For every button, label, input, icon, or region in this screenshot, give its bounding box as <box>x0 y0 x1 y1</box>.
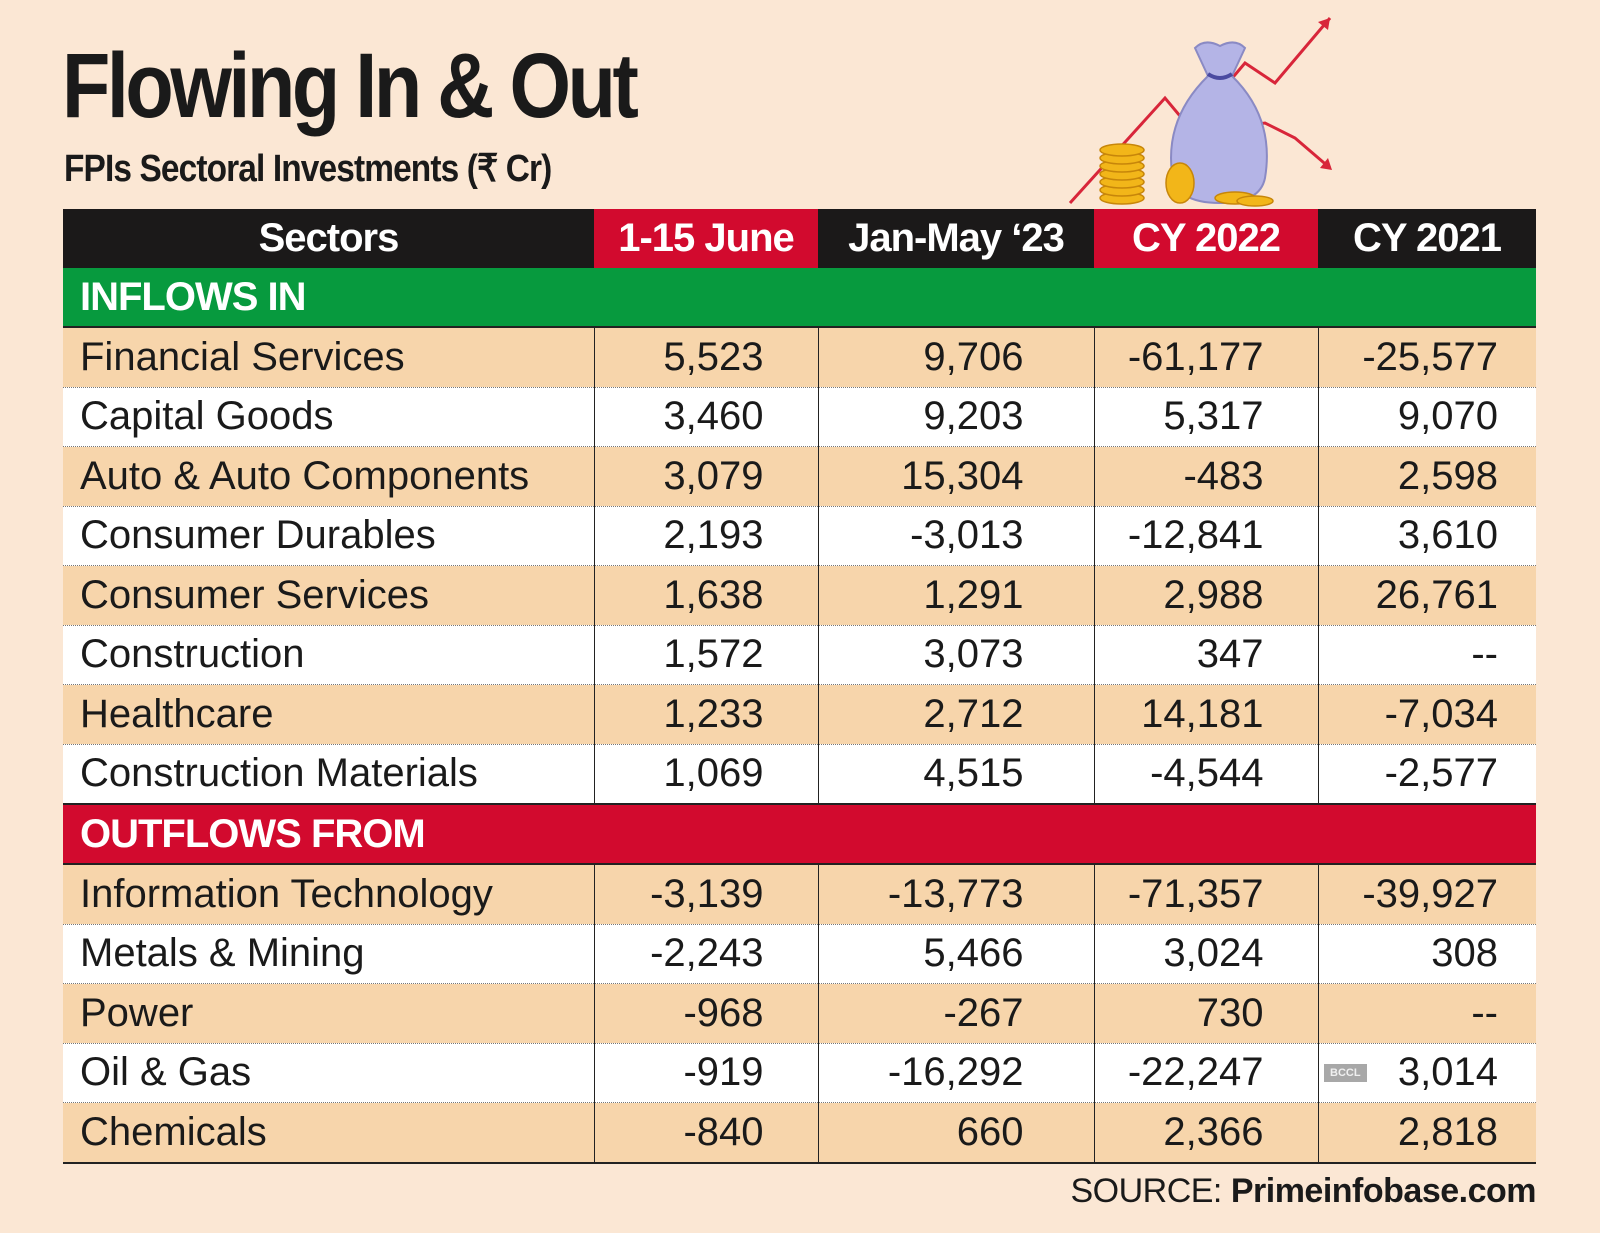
value-cell: -7,034 <box>1317 684 1536 745</box>
header-row: Sectors 1-15 June Jan-May ‘23 CY 2022 CY… <box>63 209 1536 268</box>
value-cell: 3,610 <box>1317 506 1536 566</box>
value-cell: 9,203 <box>817 387 1094 447</box>
value-cell: -13,773 <box>817 864 1094 925</box>
table-row: Consumer Durables 2,193 -3,013 -12,841 3,610 <box>63 506 1536 566</box>
value-cell: 2,193 <box>593 506 818 566</box>
section-label: OUTFLOWS FROM <box>63 804 1536 865</box>
value-cell: -- <box>1317 983 1536 1044</box>
value-cell: 5,466 <box>817 924 1094 984</box>
value-cell: 4,515 <box>817 744 1094 805</box>
value-cell: 347 <box>1093 625 1318 685</box>
source-note: SOURCE: Primeinfobase.com <box>1070 1172 1536 1211</box>
column-header-jan-may-23: Jan-May ‘23 <box>818 209 1094 268</box>
value-cell: 9,706 <box>817 327 1094 388</box>
value-cell: -22,247 <box>1093 1043 1318 1103</box>
money-bag-icon <box>1170 41 1268 205</box>
value-cell: -840 <box>593 1102 818 1164</box>
value-cell: -483 <box>1093 446 1318 507</box>
value-cell: 9,070 <box>1317 387 1536 447</box>
sector-name-cell: Auto & Auto Components <box>63 446 594 507</box>
sector-name-cell: Construction Materials <box>63 744 594 805</box>
value-cell: -4,544 <box>1093 744 1318 805</box>
value-cell: 26,761 <box>1317 565 1536 626</box>
value-cell: -3,013 <box>817 506 1094 566</box>
section-outflows: OUTFLOWS FROM <box>63 804 1536 865</box>
value-cell: 3,024 <box>1093 924 1318 984</box>
value-cell: -- <box>1317 625 1536 685</box>
value-cell: 3,460 <box>593 387 818 447</box>
sector-name-cell: Consumer Services <box>63 565 594 626</box>
sector-name-cell: Healthcare <box>63 684 594 745</box>
value-cell: 730 <box>1093 983 1318 1044</box>
value-cell: 2,598 <box>1317 446 1536 507</box>
sector-name-cell: Metals & Mining <box>63 924 594 984</box>
value-cell: -2,243 <box>593 924 818 984</box>
value-cell: 1,069 <box>593 744 818 805</box>
value-cell: -39,927 <box>1317 864 1536 925</box>
value-cell: 2,712 <box>817 684 1094 745</box>
column-header-1-15-june: 1-15 June <box>594 209 818 268</box>
value-cell: 1,291 <box>817 565 1094 626</box>
value-cell: 5,523 <box>593 327 818 388</box>
table-row: Chemicals -840 660 2,366 2,818 <box>63 1102 1536 1164</box>
column-header-cy-2021: CY 2021 <box>1318 209 1536 268</box>
table-row: Construction 1,572 3,073 347 -- <box>63 625 1536 685</box>
value-cell: 3,079 <box>593 446 818 507</box>
value-cell: 1,233 <box>593 684 818 745</box>
value-cell: -2,577 <box>1317 744 1536 805</box>
value-cell: -919 <box>593 1043 818 1103</box>
coin-stack-icon <box>1099 143 1274 207</box>
value-cell: -25,577 <box>1317 327 1536 388</box>
value-cell: -968 <box>593 983 818 1044</box>
value-cell: -12,841 <box>1093 506 1318 566</box>
value-cell: 1,638 <box>593 565 818 626</box>
arrowhead-down-icon <box>1320 158 1332 170</box>
sector-name-cell: Consumer Durables <box>63 506 594 566</box>
table-row: Information Technology -3,139 -13,773 -71,3… <box>63 864 1536 925</box>
column-header-cy-2022: CY 2022 <box>1094 209 1318 268</box>
value-cell: 2,366 <box>1093 1102 1318 1164</box>
value-cell: 5,317 <box>1093 387 1318 447</box>
table-row: Metals & Mining -2,243 5,466 3,024 308 <box>63 924 1536 984</box>
table-row: Financial Services 5,523 9,706 -61,177 -25,5… <box>63 327 1536 388</box>
source-name: Primeinfobase.com <box>1230 1172 1537 1210</box>
table-row: Power -968 -267 730 -- <box>63 983 1536 1044</box>
value-cell: -3,139 <box>593 864 818 925</box>
value-cell: -71,357 <box>1093 864 1318 925</box>
value-cell: 308 <box>1317 924 1536 984</box>
sector-name-cell: Construction <box>63 625 594 685</box>
table-row: Oil & Gas -919 -16,292 -22,247 3,014 <box>63 1043 1536 1103</box>
sector-name-cell: Financial Services <box>63 327 594 388</box>
value-cell: -16,292 <box>817 1043 1094 1103</box>
sector-name-cell: Capital Goods <box>63 387 594 447</box>
arrowhead-up-icon <box>1318 18 1330 30</box>
table-row: Auto & Auto Components 3,079 15,304 -483 2,5… <box>63 446 1536 507</box>
page-subtitle: FPIs Sectoral Investments (₹ Cr) <box>64 148 552 190</box>
value-cell: 15,304 <box>817 446 1094 507</box>
value-cell: 660 <box>817 1102 1094 1164</box>
page-title: Flowing In & Out <box>62 35 639 137</box>
value-cell: -267 <box>817 983 1094 1044</box>
section-inflows: INFLOWS IN <box>63 268 1536 328</box>
bccl-watermark: BCCL <box>1324 1063 1367 1082</box>
table-row: Healthcare 1,233 2,712 14,181 -7,034 <box>63 684 1536 745</box>
money-bag-illustration <box>1068 17 1332 207</box>
value-cell: 2,988 <box>1093 565 1318 626</box>
value-cell: 14,181 <box>1093 684 1318 745</box>
sector-name-cell: Chemicals <box>63 1102 594 1164</box>
table-row: Consumer Services 1,638 1,291 2,988 26,761 <box>63 565 1536 626</box>
value-cell: 3,073 <box>817 625 1094 685</box>
sector-investments-table: Sectors 1-15 June Jan-May ‘23 CY 2022 CY… <box>63 209 1536 1164</box>
sector-name-cell: Power <box>63 983 594 1044</box>
section-label: INFLOWS IN <box>63 268 1536 328</box>
value-cell: -61,177 <box>1093 327 1318 388</box>
value-cell: 1,572 <box>593 625 818 685</box>
table-row: Capital Goods 3,460 9,203 5,317 9,070 <box>63 387 1536 447</box>
column-header-sectors: Sectors <box>63 209 594 268</box>
value-cell: 2,818 <box>1317 1102 1536 1164</box>
table-row: Construction Materials 1,069 4,515 -4,544 -2… <box>63 744 1536 805</box>
sector-name-cell: Information Technology <box>63 864 594 925</box>
sector-name-cell: Oil & Gas <box>63 1043 594 1103</box>
source-label: SOURCE: <box>1070 1172 1222 1210</box>
